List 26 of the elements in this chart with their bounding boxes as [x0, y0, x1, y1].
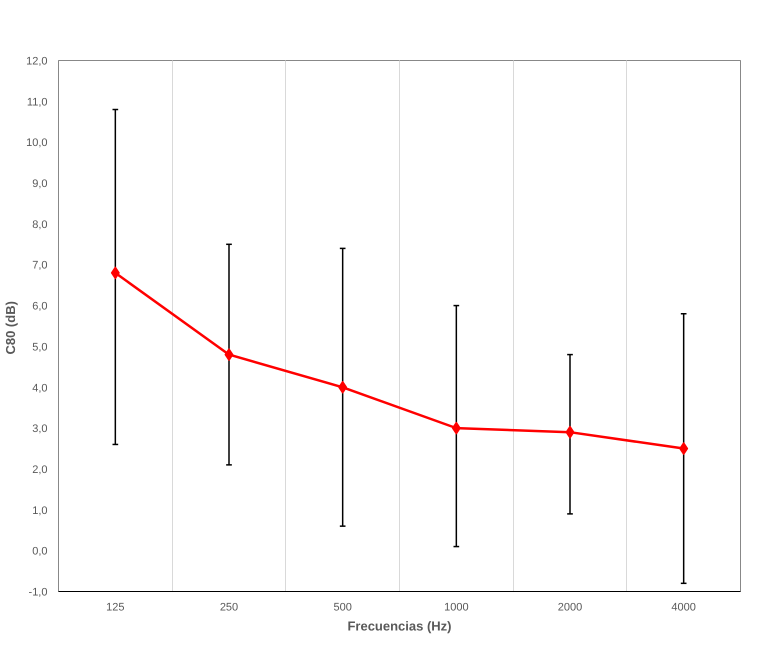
x-axis-title: Frecuencias (Hz): [347, 618, 452, 634]
point: [679, 442, 688, 456]
y-tick-label: 9,0: [32, 178, 48, 190]
y-tick-label: 6,0: [32, 300, 48, 313]
y-axis-title: C80 (dB): [3, 301, 18, 355]
x-tick-label: 250: [220, 602, 238, 614]
y-tick-label: 10,0: [26, 137, 48, 150]
y-tick-label: 3,0: [32, 423, 48, 436]
x-tick-label: 1000: [444, 602, 469, 614]
y-tick-label: 4,0: [32, 382, 48, 394]
y-tick-label: 1,0: [32, 504, 48, 517]
y-tick-label: 8,0: [32, 218, 48, 231]
point: [338, 380, 348, 394]
y-tick-label: 2,0: [32, 464, 48, 476]
y-tick-label: 11,0: [26, 96, 48, 108]
point: [110, 266, 120, 280]
y-tick-label: 12,0: [26, 56, 48, 68]
x-tick-label: 125: [106, 602, 125, 614]
x-tick-label: 4000: [671, 602, 696, 614]
x-tick-label: 500: [333, 602, 352, 614]
y-tick-label: 7,0: [32, 260, 48, 272]
point: [452, 422, 461, 435]
y-tick-label: 0,0: [32, 546, 48, 558]
y-tick-label: -1,0: [28, 586, 48, 598]
y-tick-label: 5,0: [32, 341, 48, 354]
x-tick-label: 2000: [558, 602, 582, 614]
